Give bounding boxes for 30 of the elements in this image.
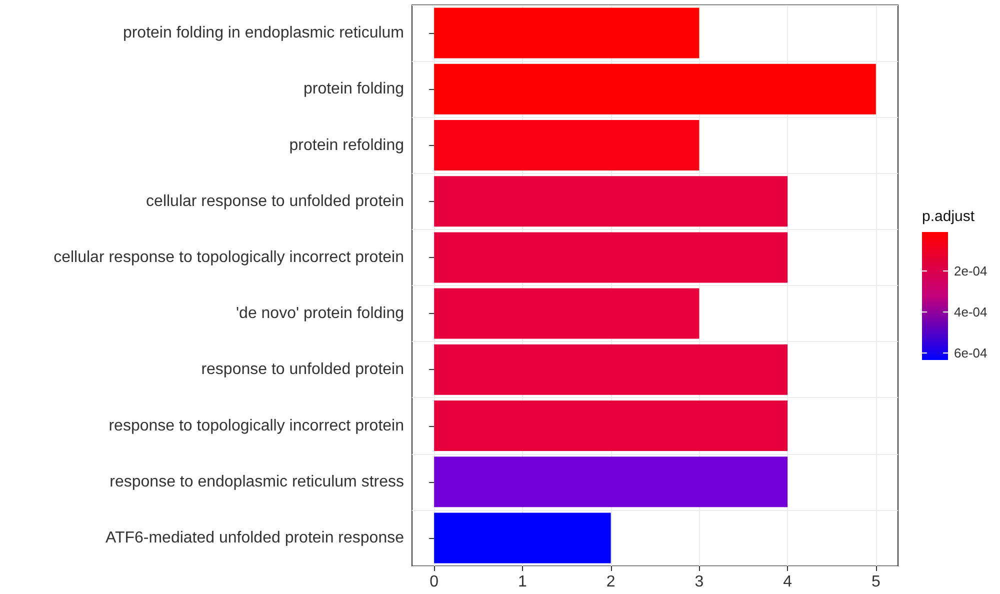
y-tick-label: response to topologically incorrect protein — [108, 417, 404, 434]
y-tick-label: cellular response to topologically incorrect protein — [54, 248, 404, 266]
y-tick-label: protein refolding — [289, 136, 404, 154]
y-tick-label: protein folding — [303, 80, 404, 98]
bar — [434, 288, 700, 339]
y-tick-label: 'de novo' protein folding — [236, 305, 404, 322]
y-tick-label: ATF6-mediated unfolded protein response — [105, 529, 404, 546]
x-tick-label: 5 — [871, 574, 880, 590]
bar — [434, 8, 700, 58]
bar — [434, 512, 611, 564]
y-tick-label: response to endoplasmic reticulum stress — [110, 473, 404, 490]
y-tick-label: protein folding in endoplasmic reticulum — [122, 24, 404, 42]
x-tick-label: 1 — [518, 574, 527, 590]
x-tick-label: 4 — [783, 574, 792, 590]
color-bar-label: 6e-04 — [954, 346, 988, 361]
color-bar-title: p.adjust — [922, 208, 976, 225]
color-bar-label: 4e-04 — [954, 304, 988, 320]
bar — [434, 232, 788, 283]
y-tick-label: cellular response to unfolded protein — [146, 192, 404, 210]
x-tick-label: 2 — [606, 574, 616, 590]
y-tick-label: response to unfolded protein — [201, 361, 404, 378]
bar — [434, 176, 788, 227]
bar — [434, 456, 788, 508]
bar — [434, 64, 876, 114]
bar — [434, 400, 788, 451]
color-bar-label: 2e-04 — [954, 263, 988, 278]
bar — [434, 344, 788, 395]
x-tick-label: 0 — [430, 574, 439, 590]
x-tick-label: 3 — [694, 574, 704, 590]
bar — [434, 120, 700, 170]
